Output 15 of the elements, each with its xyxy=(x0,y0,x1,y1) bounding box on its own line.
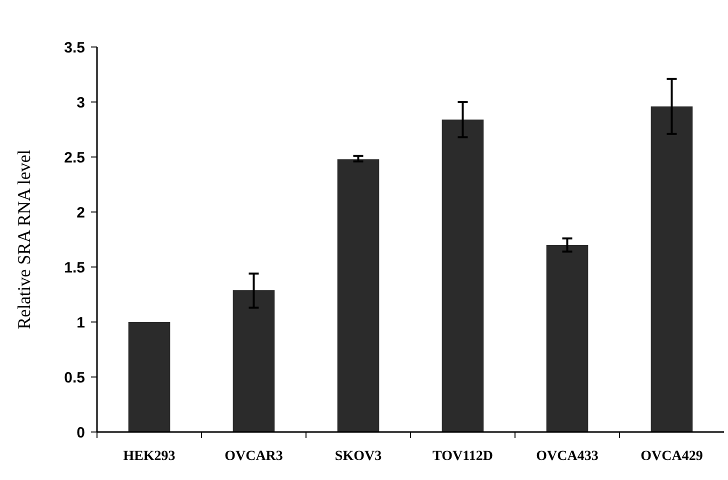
y-tick-label: 3.5 xyxy=(64,39,85,56)
x-tick-label: OVCA433 xyxy=(536,449,598,464)
x-tick-label: HEK293 xyxy=(123,449,176,464)
y-tick-label: 0 xyxy=(76,424,85,442)
y-tick-label: 1.5 xyxy=(64,259,85,276)
x-tick-label: OVCA429 xyxy=(640,449,703,464)
y-tick-label: 2.5 xyxy=(64,149,85,166)
y-tick-label: 0.5 xyxy=(64,369,85,386)
y-axis-title: Relative SRA RNA level xyxy=(14,150,34,330)
x-tick-label: TOV112D xyxy=(432,449,493,464)
y-tick-label: 3 xyxy=(76,94,85,112)
y-tick-label: 1 xyxy=(76,314,85,332)
x-tick-label: OVCAR3 xyxy=(224,449,283,464)
x-tick-label: SKOV3 xyxy=(334,449,382,464)
y-tick-label: 2 xyxy=(76,204,85,222)
